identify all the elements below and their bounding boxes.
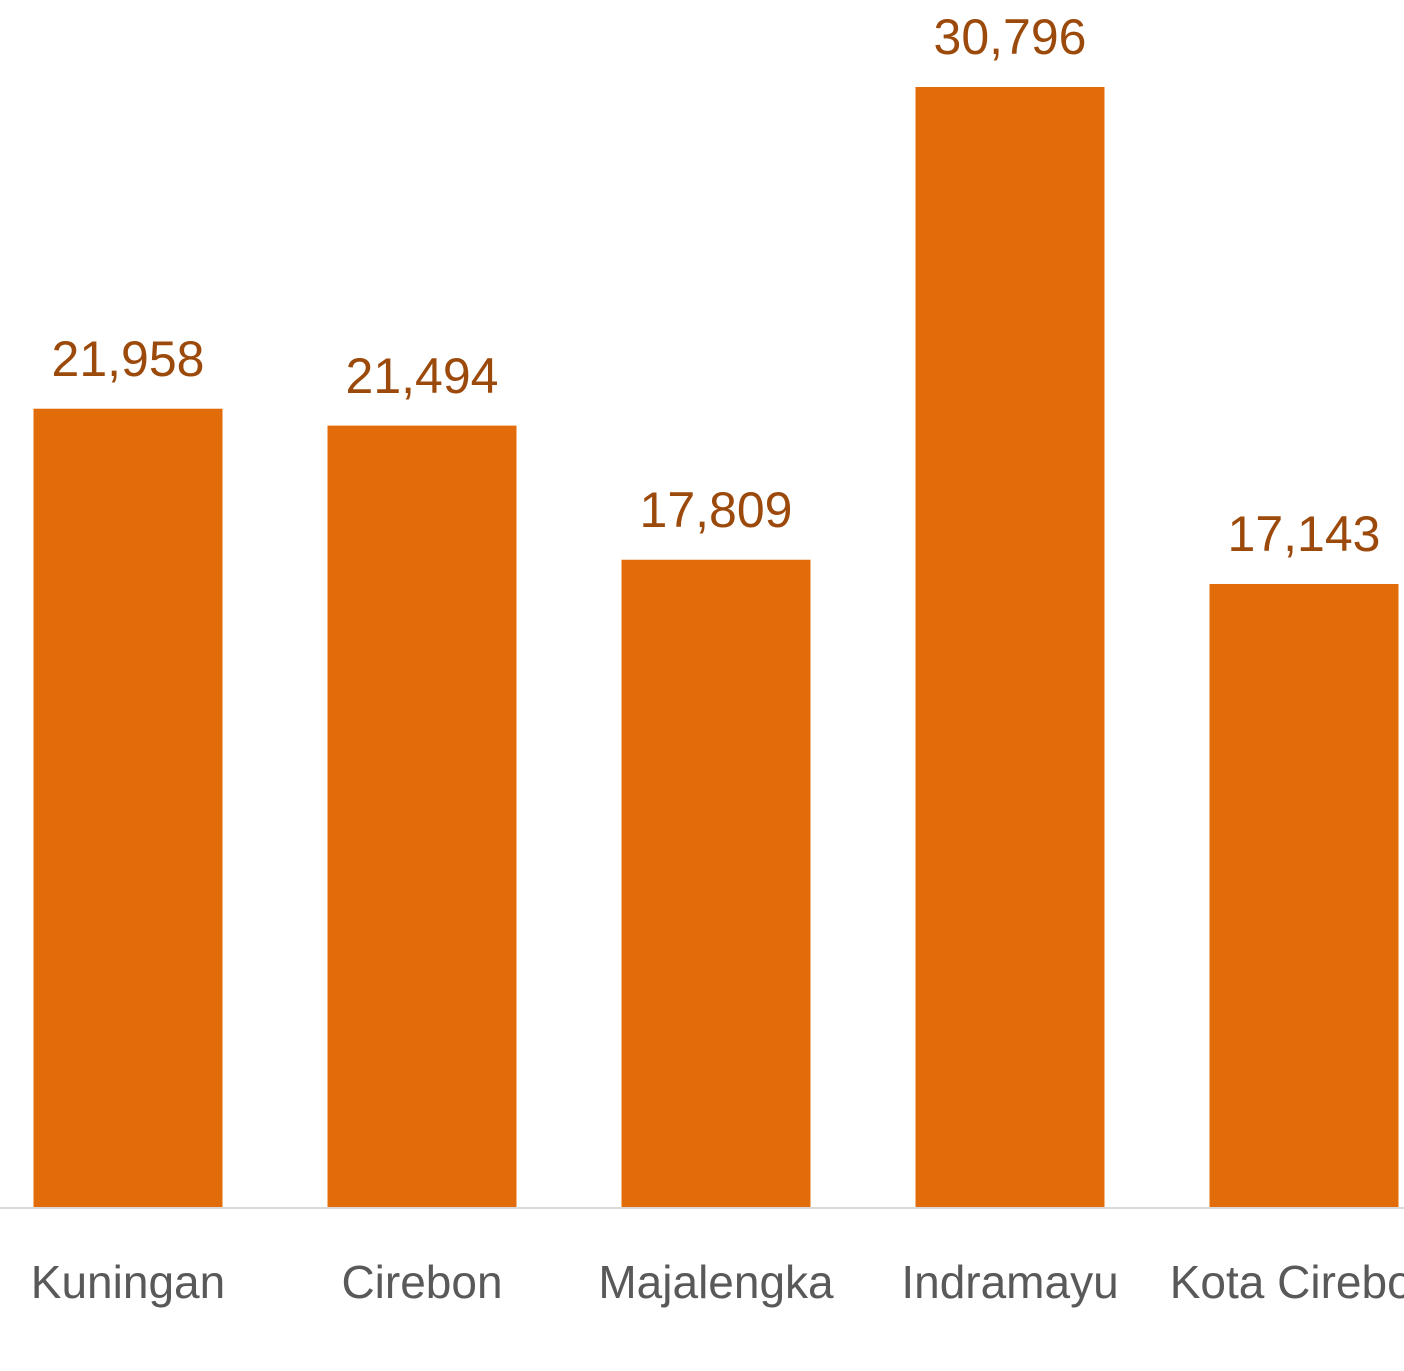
data-label: 17,809: [640, 482, 793, 538]
x-tick-label: Kuningan: [30, 1256, 226, 1308]
data-label: 30,796: [934, 9, 1087, 65]
data-label: 21,958: [52, 331, 205, 387]
data-label: 17,143: [1228, 506, 1381, 562]
data-label: 21,494: [346, 348, 499, 404]
bar: [33, 408, 223, 1208]
x-tick-label: Kota Cirebon: [1169, 1256, 1404, 1308]
bar: [621, 559, 811, 1208]
x-tick-label: Cirebon: [341, 1256, 503, 1308]
x-tick-label: Majalengka: [598, 1256, 834, 1308]
bar: [327, 425, 517, 1208]
bar: [1209, 583, 1399, 1208]
x-tick-label: Indramayu: [901, 1256, 1119, 1308]
bar: [915, 87, 1105, 1208]
